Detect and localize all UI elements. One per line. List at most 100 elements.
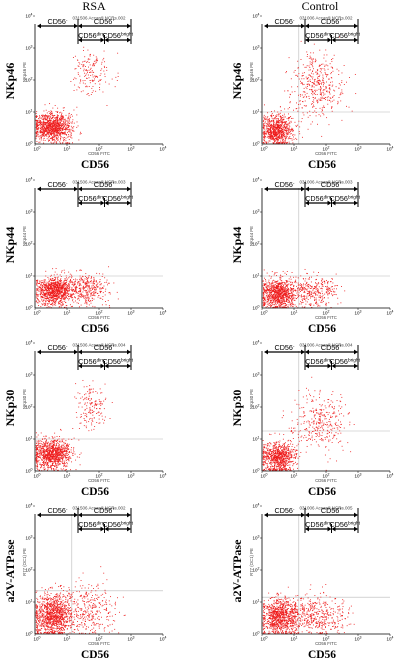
event-dot: [265, 118, 267, 120]
event-dot: [274, 291, 276, 293]
event-dot: [46, 115, 47, 117]
event-dot: [47, 286, 49, 288]
event-dot: [57, 115, 59, 117]
event-dot: [266, 305, 268, 307]
event-dot: [57, 133, 59, 135]
event-dot: [334, 294, 336, 296]
event-dot: [274, 299, 276, 301]
event-dot: [43, 302, 45, 304]
event-dot: [59, 287, 60, 289]
event-dot: [299, 100, 301, 102]
event-dot: [60, 119, 62, 120]
event-dot: [298, 107, 300, 109]
event-dot: [264, 140, 266, 142]
event-dot: [73, 90, 75, 91]
event-dot: [269, 300, 271, 302]
event-dot: [58, 290, 60, 291]
event-dot: [43, 110, 45, 112]
event-dot: [75, 286, 77, 288]
event-dot: [309, 110, 311, 112]
event-dot: [46, 307, 48, 308]
event-dot: [57, 280, 59, 282]
event-dot: [47, 115, 49, 117]
event-dot: [90, 277, 92, 279]
event-dot: [42, 116, 43, 117]
event-dot: [68, 290, 70, 292]
event-dot: [70, 295, 72, 297]
event-dot: [51, 123, 53, 125]
event-dot: [60, 298, 62, 300]
event-dot: [294, 295, 296, 297]
event-dot: [277, 290, 279, 291]
event-dot: [325, 279, 327, 281]
event-dot: [322, 278, 324, 280]
event-dot: [287, 306, 289, 308]
event-dot: [51, 280, 53, 282]
event-dot: [88, 300, 89, 302]
event-dot: [53, 127, 55, 129]
event-dot: [96, 59, 98, 61]
event-dot: [47, 292, 48, 294]
event-dot: [278, 285, 280, 287]
event-dot: [294, 91, 296, 93]
gate-label-dim-sup: dim: [97, 195, 105, 201]
event-dot: [57, 137, 59, 139]
event-dot: [286, 300, 288, 302]
event-dot: [279, 142, 281, 144]
event-dot: [313, 93, 315, 95]
event-dot: [280, 286, 282, 288]
event-dot: [277, 290, 279, 292]
event-dot: [263, 293, 264, 294]
event-dot: [40, 131, 42, 132]
event-dot: [266, 292, 268, 294]
panel-rsa-nkp44: 031506 Accardi NCRs.00310010010110110210…: [3, 177, 167, 335]
event-dot: [282, 300, 284, 302]
event-dot: [300, 275, 302, 277]
event-dot: [60, 306, 62, 308]
event-dot: [299, 295, 301, 297]
event-dot: [296, 138, 298, 140]
event-dot: [98, 79, 100, 81]
event-dot: [76, 279, 78, 281]
panel-control-nkp46: 031006 Accardi NCRs.00210010010110110210…: [230, 13, 394, 171]
event-dot: [55, 294, 57, 296]
event-dot: [291, 287, 292, 289]
event-dot: [89, 290, 91, 292]
event-dot: [312, 52, 314, 54]
event-dot: [87, 282, 89, 284]
event-dot: [330, 281, 332, 283]
event-dot: [59, 118, 60, 119]
event-dot: [280, 299, 282, 301]
event-dot: [286, 134, 288, 136]
event-dot: [61, 288, 62, 290]
event-dot: [45, 123, 47, 125]
event-dot: [312, 85, 314, 87]
event-dot: [331, 60, 333, 62]
event-dot: [72, 142, 73, 144]
event-dot: [270, 121, 272, 123]
event-dot: [300, 40, 302, 42]
event-dot: [78, 288, 80, 289]
event-dot: [323, 83, 324, 85]
event-dot: [274, 304, 275, 306]
event-dot: [290, 120, 292, 122]
event-dot: [95, 75, 97, 77]
event-dot: [263, 117, 265, 119]
event-dot: [67, 130, 69, 132]
event-dot: [305, 66, 307, 68]
event-dot: [55, 293, 56, 295]
event-dot: [332, 282, 334, 284]
event-dot: [286, 284, 288, 286]
sample-header: 031006 Accardi NCRs.002: [299, 16, 353, 21]
event-dot: [276, 128, 278, 129]
event-dot: [46, 285, 48, 287]
event-dot: [303, 287, 305, 289]
event-dot: [321, 109, 323, 111]
event-dot: [67, 136, 69, 138]
event-dot: [81, 287, 83, 289]
event-dot: [71, 296, 73, 298]
event-dot: [39, 115, 40, 117]
event-dot: [91, 92, 93, 94]
event-dot: [275, 134, 277, 136]
event-dot: [264, 305, 265, 306]
